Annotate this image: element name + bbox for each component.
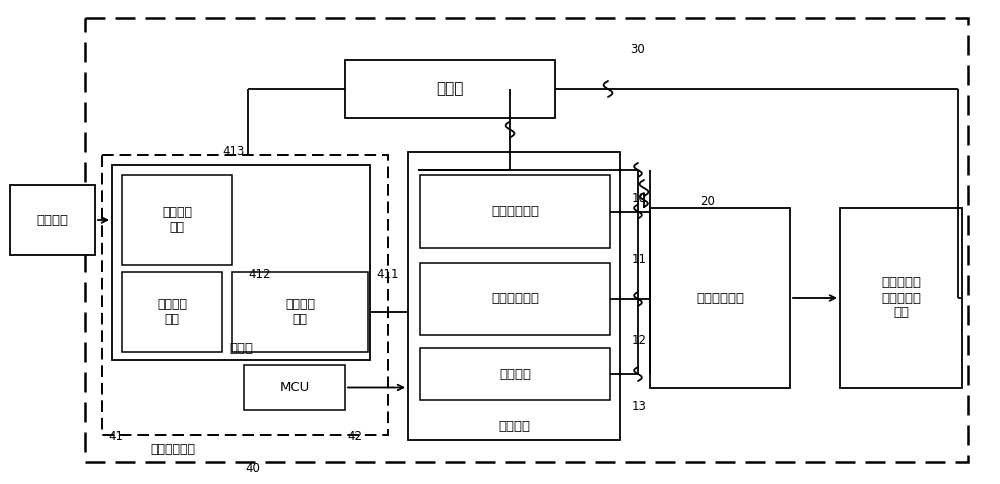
Bar [232, 272, 368, 352]
Text: 可调电容模块: 可调电容模块 [491, 205, 539, 218]
Bar [420, 348, 610, 400]
Text: 补偿运算
单元: 补偿运算 单元 [162, 206, 192, 234]
Bar [85, 18, 968, 462]
Bar [244, 365, 345, 410]
Bar [10, 185, 95, 255]
Text: 计算机: 计算机 [229, 342, 253, 354]
Text: 输出显示: 输出显示 [36, 213, 68, 227]
Text: 41: 41 [108, 430, 123, 443]
Bar [102, 155, 388, 435]
Text: 40: 40 [246, 462, 260, 475]
Bar [112, 165, 370, 360]
Text: 10: 10 [632, 192, 647, 205]
Text: 42: 42 [347, 430, 362, 443]
Bar [345, 60, 555, 118]
Bar [122, 272, 222, 352]
Text: 412: 412 [248, 268, 270, 281]
Text: 411: 411 [376, 268, 398, 281]
Text: 20: 20 [700, 195, 715, 208]
Text: 测试模块: 测试模块 [498, 420, 530, 433]
Text: 413: 413 [222, 145, 244, 158]
Text: 连接装夹单元: 连接装夹单元 [696, 291, 744, 304]
Text: 11: 11 [632, 253, 647, 266]
Text: 阻容计算
单元: 阻容计算 单元 [157, 298, 187, 326]
Text: 30: 30 [630, 43, 645, 56]
Text: 频率计: 频率计 [436, 81, 464, 96]
Text: MCU: MCU [279, 381, 310, 394]
Text: 待调试晶体
振荡器的调
试位: 待调试晶体 振荡器的调 试位 [881, 276, 921, 319]
Bar [122, 175, 232, 265]
Text: 12: 12 [632, 334, 647, 347]
Bar [420, 175, 610, 248]
Text: 13: 13 [632, 400, 647, 413]
Text: 可调电源: 可调电源 [499, 367, 531, 380]
Text: 可调电阻模块: 可调电阻模块 [491, 292, 539, 305]
Text: 曲线绘制
单元: 曲线绘制 单元 [285, 298, 315, 326]
Text: 计算控制模块: 计算控制模块 [150, 443, 195, 456]
Bar [420, 263, 610, 335]
Bar [408, 152, 620, 440]
Bar [650, 208, 790, 388]
Bar [840, 208, 962, 388]
